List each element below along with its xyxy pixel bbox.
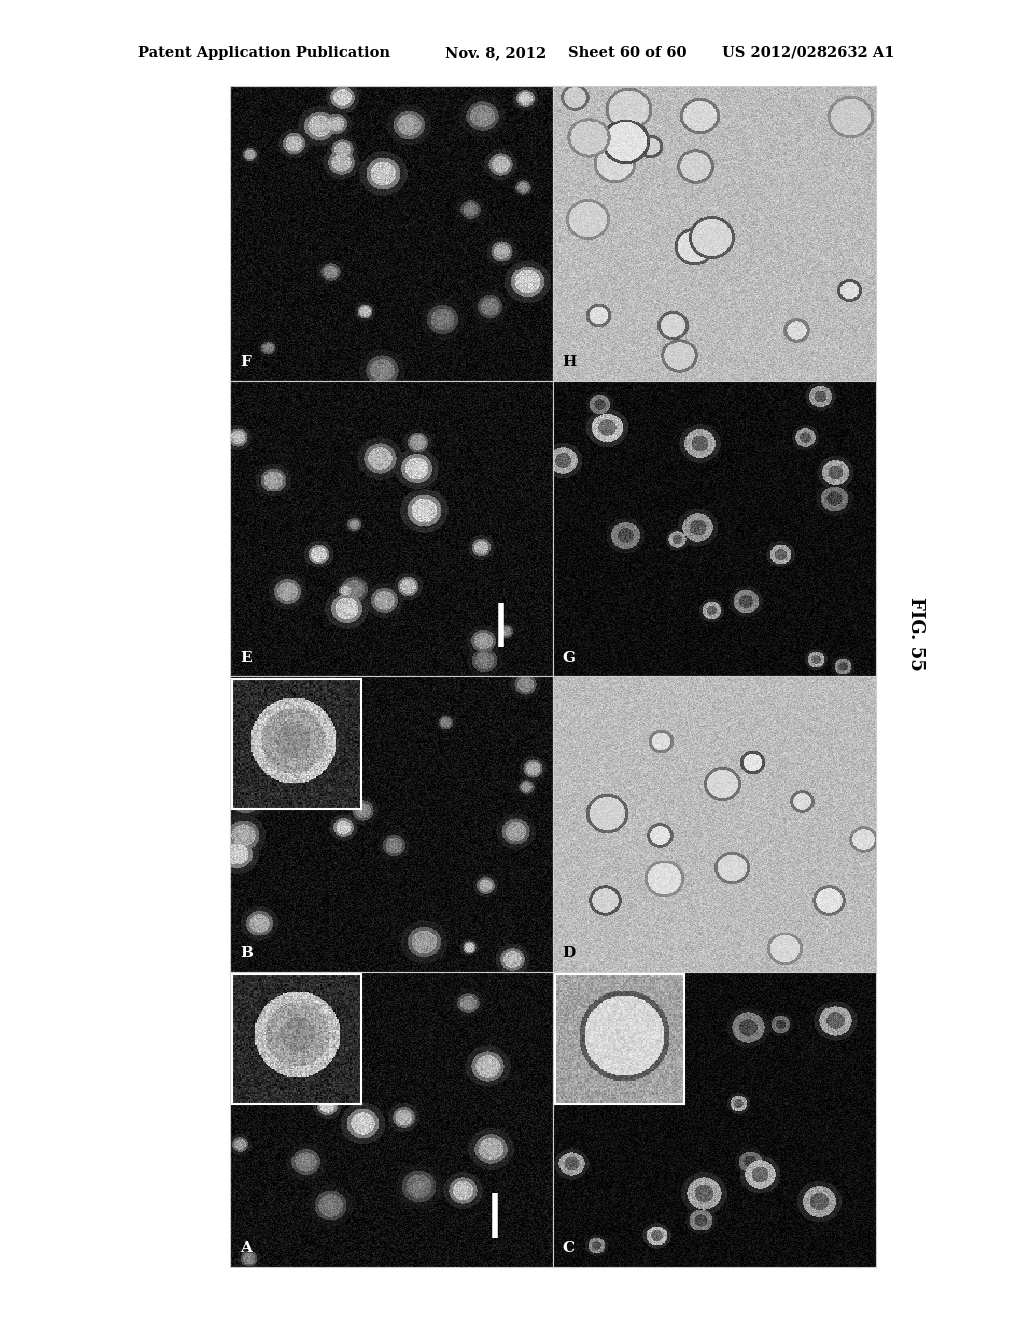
Text: A: A (240, 1241, 252, 1255)
Text: C: C (562, 1241, 574, 1255)
Text: H: H (562, 355, 577, 370)
Text: Nov. 8, 2012: Nov. 8, 2012 (445, 46, 547, 59)
Text: D: D (562, 946, 575, 960)
Text: FIG. 55: FIG. 55 (907, 597, 926, 671)
Text: G: G (562, 651, 575, 665)
Text: US 2012/0282632 A1: US 2012/0282632 A1 (722, 46, 894, 59)
Text: F: F (240, 355, 251, 370)
Text: E: E (240, 651, 252, 665)
Text: Sheet 60 of 60: Sheet 60 of 60 (568, 46, 687, 59)
Text: Patent Application Publication: Patent Application Publication (138, 46, 390, 59)
Text: B: B (240, 946, 253, 960)
